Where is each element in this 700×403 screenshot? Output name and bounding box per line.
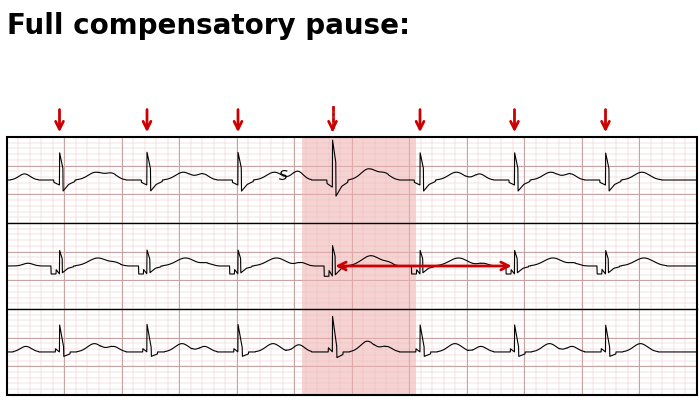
Text: S: S bbox=[279, 169, 288, 183]
Bar bbox=[7, 137, 696, 395]
Bar bbox=[7, 137, 696, 395]
Text: Full compensatory pause:: Full compensatory pause: bbox=[7, 12, 410, 40]
Bar bbox=[302, 137, 416, 395]
